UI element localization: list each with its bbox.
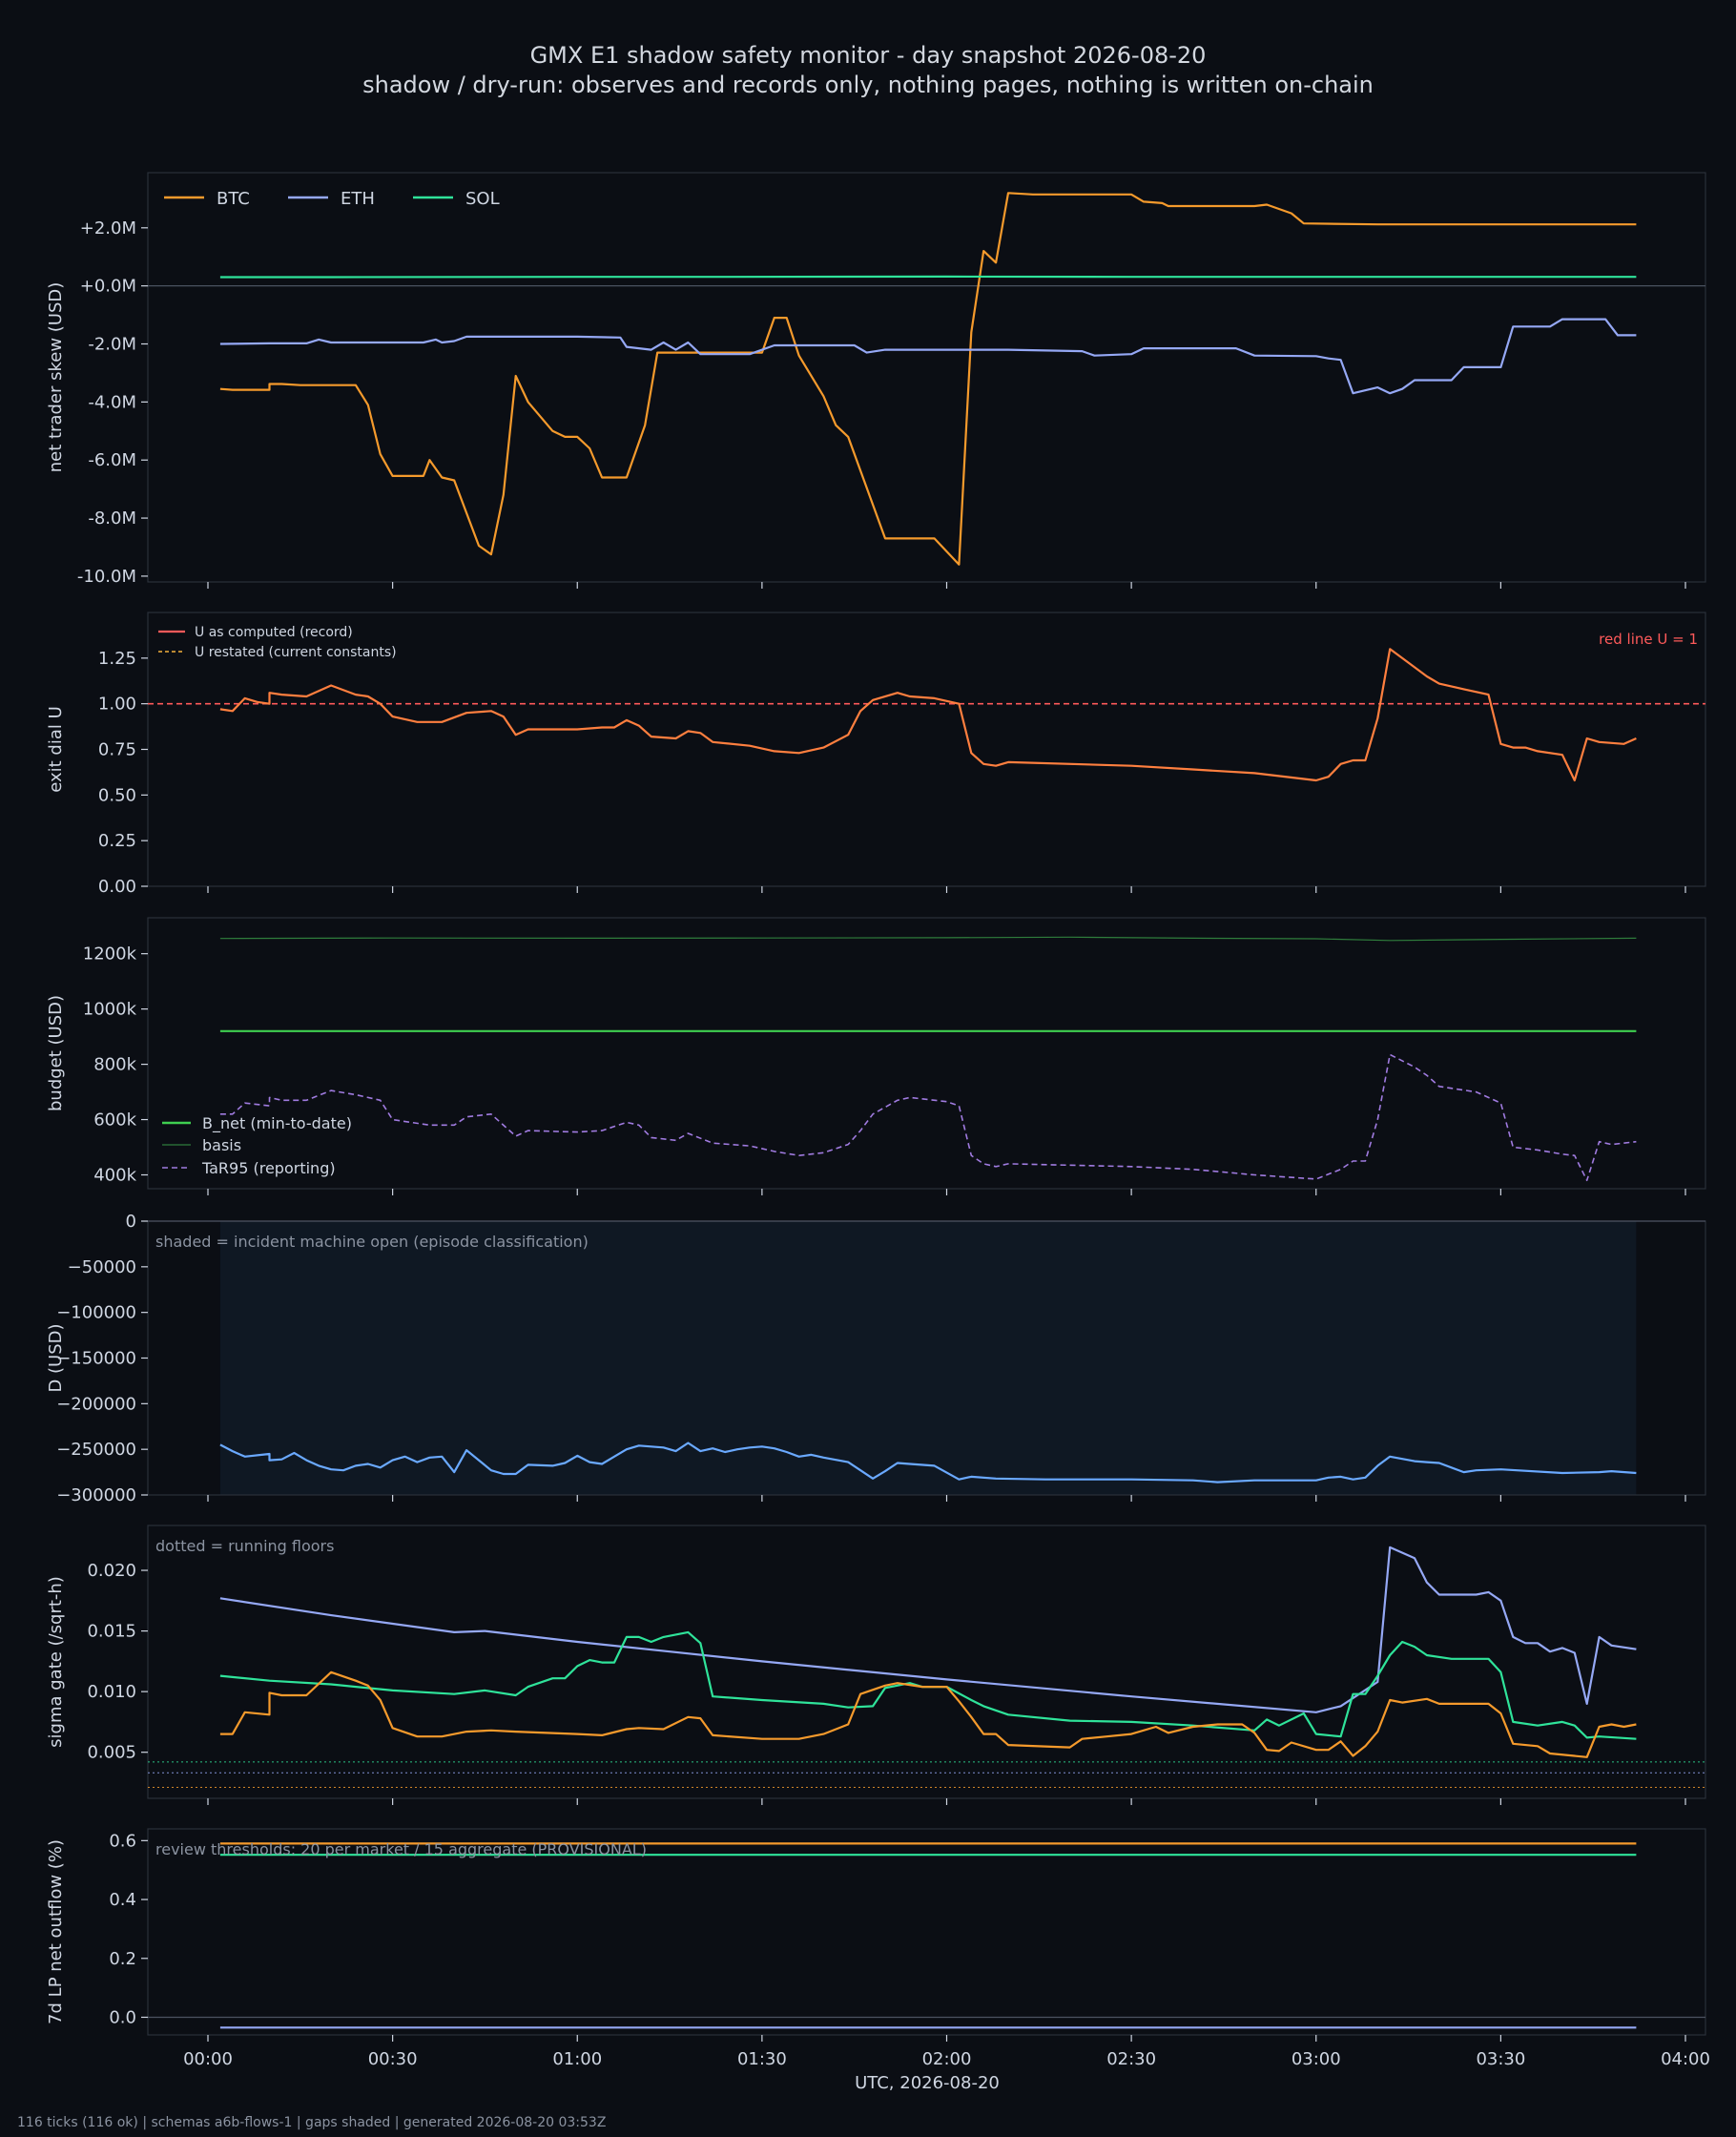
- y-tick-label: 1.25: [98, 649, 136, 669]
- panel-annotation: dotted = running floors: [155, 1537, 334, 1555]
- y-tick-label: −150000: [56, 1349, 136, 1369]
- y-tick-label: −100000: [56, 1303, 136, 1323]
- panel-drawdown: 0 −50000 −100000 −150000 −200000 −250000 −3000…: [46, 1212, 1706, 1505]
- y-tick-label: 0.020: [87, 1561, 136, 1581]
- legend-label: TaR95 (reporting): [201, 1159, 336, 1177]
- y-tick-label: 0.50: [98, 785, 136, 805]
- legend-label: U as computed (record): [195, 625, 353, 640]
- y-axis-label: net trader skew (USD): [46, 282, 66, 473]
- footer-status: 116 ticks (116 ok) | schemas a6b-flows-1…: [17, 2115, 606, 2130]
- y-axis-label: D (USD): [46, 1323, 66, 1392]
- y-tick-label: −200000: [56, 1394, 136, 1414]
- x-tick-label: 03:00: [1292, 2049, 1341, 2069]
- y-axis-label: budget (USD): [46, 995, 66, 1111]
- y-tick-label: +2.0M: [80, 218, 136, 239]
- y-tick-label: 0.0: [109, 2007, 136, 2027]
- series-line-btc: [219, 1670, 1637, 1758]
- x-tick-label: 02:00: [922, 2049, 972, 2069]
- y-tick-label: 0.4: [109, 1890, 136, 1910]
- y-tick-label: −300000: [56, 1485, 136, 1505]
- x-tick-label: 00:30: [368, 2049, 418, 2069]
- chart-title: GMX E1 shadow safety monitor - day snaps…: [530, 42, 1207, 69]
- y-tick-label: −50000: [68, 1257, 136, 1277]
- legend-label: BTC: [217, 189, 250, 209]
- series-line-sol: [219, 275, 1637, 279]
- panel-frame: [147, 917, 1706, 1190]
- panel-skew: +2.0M +0.0M -2.0M -4.0M -6.0M -8.0M -10.0M net …: [46, 172, 1706, 589]
- series-line-d: [219, 1442, 1637, 1483]
- panel-frame: [147, 1828, 1706, 2036]
- y-tick-label: -4.0M: [88, 392, 136, 412]
- chart-subtitle: shadow / dry-run: observes and records o…: [362, 72, 1374, 98]
- legend-label: ETH: [341, 189, 375, 209]
- y-tick-label: 0.75: [98, 740, 136, 760]
- y-tick-label: 0.25: [98, 831, 136, 851]
- panel-sigma: 0.020 0.015 0.010 0.005 sigma gate (/sqrt-h)…: [46, 1525, 1706, 1805]
- y-tick-label: 0.2: [109, 1949, 136, 1969]
- x-axis-label: UTC, 2026-08-20: [855, 2073, 1000, 2093]
- y-axis-label: sigma gate (/sqrt-h): [46, 1576, 66, 1748]
- series-line-sol: [219, 1630, 1637, 1740]
- y-tick-label: -8.0M: [88, 508, 136, 529]
- y-tick-label: 400k: [93, 1166, 136, 1186]
- panel-budget: 1200k 1000k 800k 600k 400k budget (USD) B_net …: [46, 917, 1706, 1195]
- x-tick-label: 01:00: [552, 2049, 602, 2069]
- panel-exit_dial: red line U = 1 1.25 1.00 0.75 0.50 0.25 0.00 ex…: [46, 612, 1706, 897]
- legend-label: basis: [202, 1136, 241, 1154]
- red-line-label: red line U = 1: [1599, 631, 1698, 648]
- panel-lp_outflow: 0.6 0.4 0.2 0.0 00:00 00:30 01:00 01:30 02:00 02:…: [46, 1828, 1710, 2069]
- y-axis-label: 7d LP net outflow (%): [46, 1839, 66, 2024]
- x-tick-label: 02:30: [1106, 2049, 1156, 2069]
- y-tick-label: 0: [126, 1212, 136, 1232]
- incident-shade: [219, 1221, 1637, 1495]
- legend-label: U restated (current constants): [195, 645, 397, 660]
- y-tick-label: -10.0M: [77, 567, 136, 587]
- y-tick-label: 0.010: [87, 1682, 136, 1702]
- series-line-tar95-reporting: [219, 1053, 1637, 1182]
- y-tick-label: 1000k: [83, 1000, 137, 1020]
- y-tick-label: 600k: [93, 1110, 136, 1131]
- y-tick-label: 800k: [93, 1055, 136, 1075]
- y-tick-label: −250000: [56, 1440, 136, 1460]
- panel-frame: [147, 1525, 1706, 1799]
- y-tick-label: 0.015: [87, 1622, 136, 1642]
- legend-label: B_net (min-to-date): [202, 1114, 352, 1133]
- x-tick-label: 03:30: [1476, 2049, 1525, 2069]
- panel-frame: [147, 172, 1706, 583]
- legend-label: SOL: [465, 189, 500, 209]
- x-tick-label: 01:30: [737, 2049, 787, 2069]
- y-tick-label: 0.005: [87, 1743, 136, 1763]
- panel-annotation: shaded = incident machine open (episode …: [155, 1233, 589, 1251]
- series-line-u-as-computed-record: [219, 648, 1637, 782]
- y-tick-label: -6.0M: [88, 450, 136, 470]
- panels: +2.0M +0.0M -2.0M -4.0M -6.0M -8.0M -10.0M net …: [46, 172, 1710, 2069]
- y-tick-label: -2.0M: [88, 335, 136, 355]
- series-line-btc: [219, 192, 1637, 566]
- x-tick-label: 00:00: [183, 2049, 233, 2069]
- series-line-basis: [219, 936, 1637, 942]
- series-line-eth: [219, 318, 1637, 395]
- y-axis-label: exit dial U: [46, 706, 66, 793]
- x-tick-label: 04:00: [1661, 2049, 1710, 2069]
- y-tick-label: 1.00: [98, 695, 136, 715]
- panel-annotation: review thresholds: 20 per market / 15 ag…: [155, 1840, 647, 1858]
- series-line-eth: [219, 1546, 1637, 1713]
- y-tick-label: 1200k: [83, 944, 137, 965]
- y-tick-label: +0.0M: [80, 277, 136, 297]
- y-tick-label: 0.00: [98, 877, 136, 897]
- y-tick-label: 0.6: [109, 1831, 136, 1851]
